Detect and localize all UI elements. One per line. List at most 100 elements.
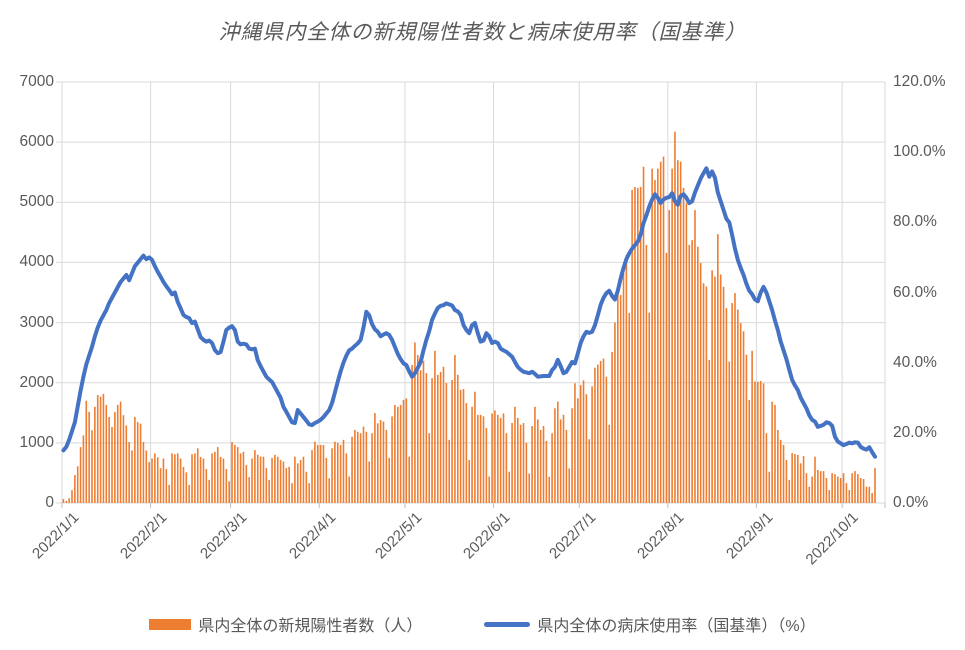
new-cases-bar	[491, 413, 493, 503]
new-cases-bar	[471, 406, 473, 503]
new-cases-bar	[199, 456, 202, 503]
new-cases-bar	[528, 473, 531, 503]
new-cases-bar	[82, 435, 85, 503]
new-cases-bar	[188, 484, 190, 503]
new-cases-bar	[711, 270, 713, 503]
new-cases-bar	[94, 406, 96, 503]
new-cases-bar	[474, 391, 476, 503]
new-cases-bar	[668, 210, 671, 503]
new-cases-bar	[436, 374, 439, 503]
new-cases-bar	[162, 458, 165, 503]
new-cases-bar	[154, 453, 156, 503]
new-cases-bar	[665, 252, 668, 503]
new-cases-bar	[296, 463, 299, 503]
new-cases-bar	[359, 433, 362, 503]
new-cases-bar	[597, 364, 599, 503]
new-cases-bar	[205, 469, 208, 503]
y-axis-right-tick-label: 20.0%	[893, 423, 937, 441]
new-cases-bar	[379, 420, 382, 503]
new-cases-bar	[254, 450, 256, 503]
new-cases-bar	[468, 460, 471, 503]
new-cases-bar	[102, 393, 105, 503]
new-cases-bar	[782, 444, 785, 503]
new-cases-bar	[534, 406, 536, 503]
new-cases-bar	[465, 403, 468, 503]
new-cases-bar	[236, 447, 239, 503]
new-cases-bar	[648, 312, 651, 503]
new-cases-bar	[834, 474, 836, 503]
new-cases-bar	[499, 417, 502, 503]
new-cases-bar	[448, 439, 451, 503]
new-cases-bar	[691, 240, 693, 503]
new-cases-bar	[305, 471, 308, 503]
new-cases-bar	[871, 493, 873, 503]
new-cases-bar	[839, 478, 842, 503]
new-cases-bar	[845, 483, 848, 503]
new-cases-bar	[182, 466, 185, 503]
new-cases-bar	[79, 447, 82, 503]
new-cases-bar	[408, 456, 410, 503]
new-cases-bar	[271, 457, 273, 503]
new-cases-bar	[88, 411, 90, 503]
new-cases-bar	[551, 433, 553, 503]
new-cases-bar	[316, 444, 319, 503]
new-cases-bar	[365, 431, 368, 503]
new-cases-bar	[268, 479, 270, 503]
new-cases-bar	[808, 486, 811, 503]
new-cases-bar	[814, 456, 816, 503]
new-cases-bar	[582, 380, 585, 503]
new-cases-bar	[259, 456, 262, 503]
new-cases-bar	[797, 454, 799, 503]
y-axis-left-tick-label: 3000	[19, 313, 54, 331]
new-cases-bar	[785, 460, 788, 503]
new-cases-bar	[828, 490, 831, 503]
new-cases-bar	[511, 423, 513, 503]
new-cases-bar	[342, 439, 345, 503]
new-cases-bar	[445, 383, 448, 503]
new-cases-bar	[859, 478, 862, 503]
new-cases-bar	[314, 441, 316, 503]
new-cases-bar	[851, 473, 853, 503]
new-cases-bar	[202, 458, 205, 503]
new-cases-bar	[662, 156, 665, 503]
new-cases-bar	[679, 161, 682, 503]
y-axis-left-tick-label: 5000	[19, 193, 54, 211]
new-cases-bar	[591, 386, 593, 503]
new-cases-bar	[622, 272, 625, 503]
legend-item-bed-usage: 県内全体の病床使用率（国基準）（%）	[484, 612, 816, 636]
new-cases-bar	[825, 478, 828, 503]
new-cases-bar	[262, 456, 265, 503]
new-cases-bar	[496, 414, 499, 503]
y-axis-left-tick-label: 2000	[19, 373, 54, 391]
new-cases-bar	[308, 483, 310, 503]
new-cases-bar	[725, 308, 728, 503]
new-cases-bar	[402, 399, 405, 503]
new-cases-bar	[754, 381, 756, 503]
new-cases-bar	[451, 380, 453, 503]
y-axis-right-tick-label: 0.0%	[893, 494, 929, 511]
new-cases-bar	[165, 469, 168, 503]
new-cases-bar	[356, 431, 359, 503]
new-cases-bar	[385, 429, 388, 503]
new-cases-bar	[105, 404, 108, 503]
new-cases-bar	[68, 498, 70, 503]
new-cases-bar	[585, 394, 588, 503]
new-cases-bar	[702, 283, 705, 503]
new-cases-bar	[174, 454, 176, 503]
new-cases-bar	[488, 476, 491, 503]
legend-item-cases: 県内全体の新規陽性者数（人）	[149, 612, 422, 636]
new-cases-bar	[728, 361, 731, 503]
new-cases-bar	[605, 376, 608, 503]
new-cases-bar	[99, 396, 102, 503]
new-cases-bar	[431, 378, 433, 503]
new-cases-bar	[794, 453, 796, 503]
new-cases-bar	[156, 457, 159, 503]
new-cases-bar	[602, 358, 605, 503]
new-cases-bar	[331, 448, 333, 503]
new-cases-bar	[848, 490, 851, 503]
new-cases-bar	[125, 425, 128, 503]
bed-usage-line	[61, 166, 877, 459]
new-cases-bar	[425, 373, 428, 503]
